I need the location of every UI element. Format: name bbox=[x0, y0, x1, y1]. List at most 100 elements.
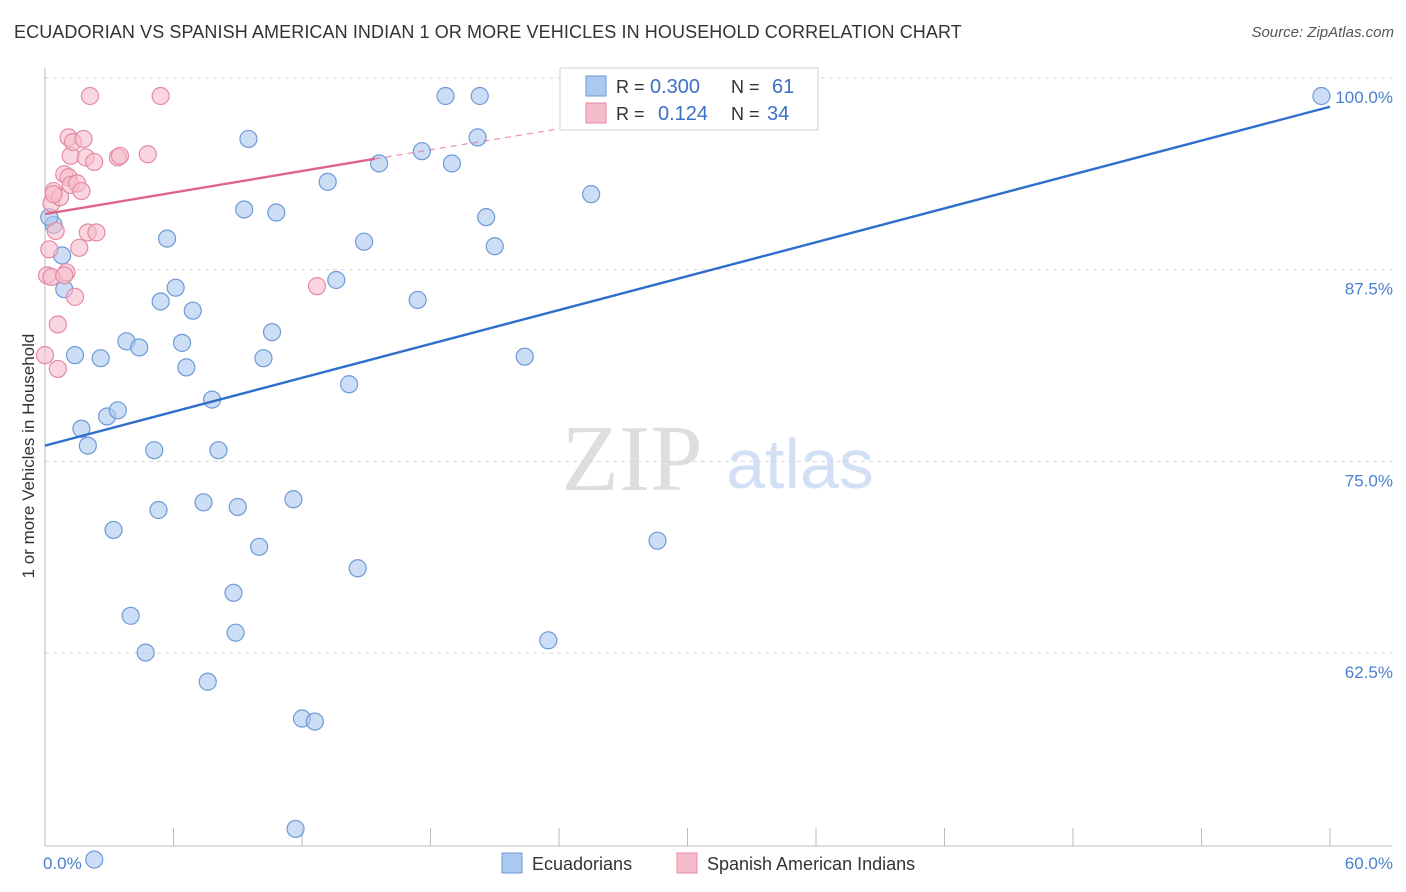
spanish-american-indian-point bbox=[72, 181, 91, 201]
x-tick-label: 0.0% bbox=[43, 854, 82, 873]
chart-title: ECUADORIAN VS SPANISH AMERICAN INDIAN 1 … bbox=[14, 22, 962, 42]
spanish-american-indian-point bbox=[87, 223, 106, 242]
ecuadorian-point bbox=[239, 129, 258, 149]
ecuadorian-point bbox=[477, 208, 496, 227]
ecuadorian-trend-line bbox=[44, 105, 1331, 447]
spanish-american-indian-point bbox=[307, 277, 327, 296]
ecuadorian-point bbox=[194, 493, 213, 512]
watermark: ZIP atlas bbox=[562, 407, 874, 511]
spanish-american-indian-point bbox=[138, 145, 157, 164]
spanish-american-indian-point bbox=[70, 238, 89, 257]
chart-source: Source: ZipAtlas.com bbox=[1251, 24, 1394, 41]
axis-layer: 100.0% 87.5% 75.0% 62.5% 0.0% 60.0% bbox=[43, 68, 1393, 873]
spanish-american-indian-point bbox=[74, 129, 93, 149]
ecuadorian-point bbox=[177, 358, 196, 377]
ecuadorian-point bbox=[286, 819, 305, 839]
ecuadorian-point bbox=[318, 172, 337, 191]
ecuadorian-point bbox=[436, 86, 455, 106]
ecuadorian-point bbox=[65, 346, 85, 365]
bottom-legend: Ecuadorians Spanish American Indians bbox=[501, 852, 915, 874]
points-layer bbox=[35, 86, 1331, 869]
stats-n-value: 61 bbox=[772, 76, 794, 98]
spanish-american-indian-point bbox=[46, 221, 65, 241]
ecuadorian-point bbox=[442, 154, 462, 173]
ecuadorian-point bbox=[1312, 86, 1331, 106]
spanish-american-indian-trend-extension bbox=[374, 123, 592, 160]
spanish-american-indian-point bbox=[48, 315, 67, 334]
legend-label-ecuadorians[interactable]: Ecuadorians bbox=[532, 854, 632, 874]
spanish-american-indian-point bbox=[110, 146, 130, 165]
ecuadorian-point bbox=[78, 436, 97, 455]
watermark-zip: ZIP bbox=[562, 407, 703, 511]
stats-r-value: 0.300 bbox=[650, 76, 700, 98]
grid-layer bbox=[45, 77, 1392, 654]
ecuadorian-point bbox=[539, 631, 558, 650]
ecuadorian-point bbox=[370, 154, 389, 173]
y-tick-label: 100.0% bbox=[1335, 88, 1393, 107]
ecuadorian-point bbox=[582, 185, 601, 204]
ecuadorian-point bbox=[355, 232, 374, 251]
y-tick-label: 75.0% bbox=[1345, 471, 1393, 490]
ecuadorian-point bbox=[254, 349, 273, 368]
ecuadorian-point bbox=[224, 583, 243, 602]
ecuadorian-point bbox=[340, 375, 359, 394]
spanish-american-indian-trend-line bbox=[44, 157, 376, 216]
spanish-american-indian-point bbox=[55, 266, 74, 285]
ecuadorian-point bbox=[470, 86, 489, 106]
ecuadorian-point bbox=[149, 500, 168, 520]
ecuadorian-point bbox=[108, 401, 127, 420]
stats-legend-box: R = 0.300 N = 61 R = 0.124 N = 34 bbox=[559, 67, 819, 131]
ecuadorian-point bbox=[305, 712, 324, 731]
ecuadorian-point bbox=[408, 290, 427, 310]
x-tick-label: 60.0% bbox=[1345, 854, 1393, 873]
trend-layer bbox=[44, 105, 1331, 447]
watermark-atlas: atlas bbox=[726, 425, 874, 503]
ecuadorian-point bbox=[648, 531, 667, 550]
ecuadorian-point bbox=[136, 643, 155, 662]
stats-n-label: N = bbox=[731, 77, 760, 97]
legend-label-spanish-american-indians[interactable]: Spanish American Indians bbox=[707, 854, 915, 874]
spanish-american-indian-point bbox=[85, 152, 104, 172]
ecuadorian-point bbox=[235, 200, 254, 219]
stats-r-label: R = bbox=[616, 104, 645, 124]
ecuadorian-point bbox=[228, 497, 247, 517]
ecuadorian-point bbox=[250, 537, 269, 556]
ecuadorian-point bbox=[468, 128, 487, 147]
spanish-american-indian-point bbox=[35, 346, 55, 365]
ecuadorian-point bbox=[198, 672, 217, 691]
y-tick-label: 62.5% bbox=[1345, 663, 1393, 682]
ecuadorian-point bbox=[145, 441, 164, 460]
ecuadorian-point bbox=[91, 349, 110, 368]
spanish-american-indian-point bbox=[80, 86, 100, 106]
ecuadorian-point bbox=[485, 237, 504, 256]
ecuadorian-point bbox=[267, 203, 286, 222]
stats-r-value: 0.124 bbox=[658, 103, 708, 125]
legend-swatch-spanish-american-indians[interactable] bbox=[676, 852, 698, 874]
ecuadorian-point bbox=[348, 559, 367, 578]
ecuadorian-point bbox=[166, 278, 185, 297]
ecuadorian-point bbox=[327, 270, 346, 290]
legend-swatch-ecuadorians[interactable] bbox=[501, 852, 523, 874]
spanish-american-indian-point bbox=[44, 185, 63, 204]
stats-n-value: 34 bbox=[767, 103, 789, 125]
ecuadorian-point bbox=[172, 333, 192, 352]
ecuadorian-point bbox=[104, 520, 123, 540]
ecuadorian-point bbox=[157, 229, 177, 248]
stats-r-label: R = bbox=[616, 77, 645, 97]
ecuadorian-point bbox=[183, 301, 202, 320]
spanish-american-indian-point bbox=[65, 287, 85, 306]
ecuadorian-point bbox=[209, 441, 228, 460]
ecuadorian-point bbox=[85, 850, 104, 869]
ecuadorian-point bbox=[284, 490, 303, 509]
spanish-american-indian-point bbox=[40, 240, 59, 259]
ecuadorian-point bbox=[121, 606, 140, 625]
ecuadorian-point bbox=[226, 623, 245, 642]
y-tick-label: 87.5% bbox=[1345, 280, 1393, 299]
spanish-american-indian-point bbox=[48, 359, 67, 379]
stats-n-label: N = bbox=[731, 104, 760, 124]
spanish-american-indian-point bbox=[151, 86, 170, 106]
stats-swatch-ecuadorians bbox=[585, 75, 607, 97]
ecuadorian-point bbox=[151, 292, 170, 311]
ecuadorian-point bbox=[130, 338, 149, 357]
